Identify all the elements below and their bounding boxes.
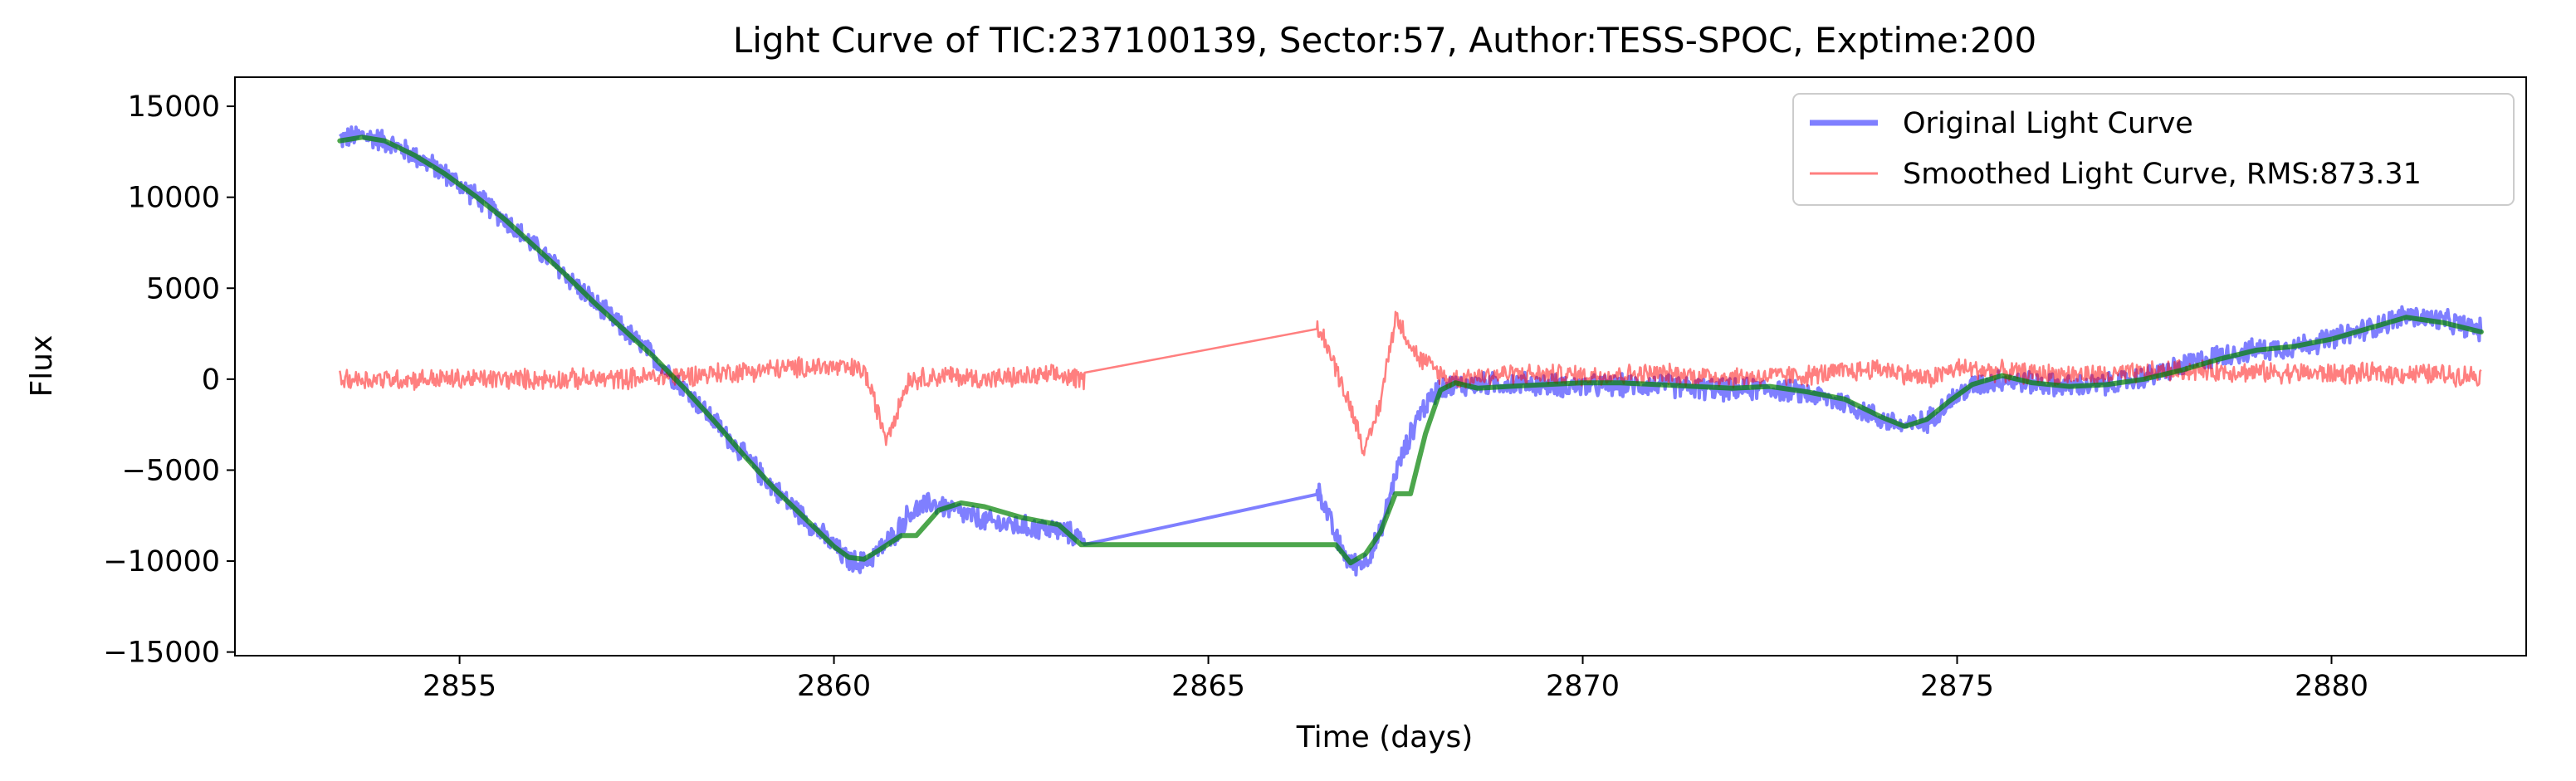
x-tick-label: 2855 [423, 670, 496, 703]
x-tick-label: 2875 [1920, 670, 1994, 703]
x-tick-label: 2865 [1171, 670, 1245, 703]
series-trend [337, 134, 2484, 566]
series-layer [337, 125, 2484, 577]
legend-box [1792, 93, 2515, 206]
x-tick-label: 2880 [2295, 670, 2368, 703]
legend: Original Light Curve Smoothed Light Curv… [1792, 93, 2515, 206]
chart-title: Light Curve of TIC:237100139, Sector:57,… [733, 20, 2036, 61]
legend-entry-original: Original Light Curve [1903, 107, 2193, 140]
plot-frame [234, 76, 2527, 657]
y-tick-label: −10000 [103, 545, 220, 578]
y-tick-label: 15000 [128, 90, 220, 124]
x-axis: 2855 2860 2865 2870 2875 2880 [423, 656, 2368, 703]
y-axis: −15000 −10000 −5000 0 5000 10000 15000 [103, 90, 235, 670]
y-tick-label: 10000 [128, 182, 220, 215]
y-tick-label: −5000 [122, 454, 220, 487]
y-tick-label: 5000 [146, 272, 220, 305]
y-tick-label: −15000 [103, 637, 220, 670]
x-axis-label: Time (days) [1296, 720, 1474, 754]
legend-entry-smoothed: Smoothed Light Curve, RMS:873.31 [1903, 158, 2422, 191]
x-tick-label: 2870 [1546, 670, 1620, 703]
x-tick-label: 2860 [797, 670, 871, 703]
y-axis-label: Flux [25, 335, 59, 398]
series-smoothed-light-curve [339, 310, 2482, 456]
y-tick-label: 0 [202, 364, 220, 397]
